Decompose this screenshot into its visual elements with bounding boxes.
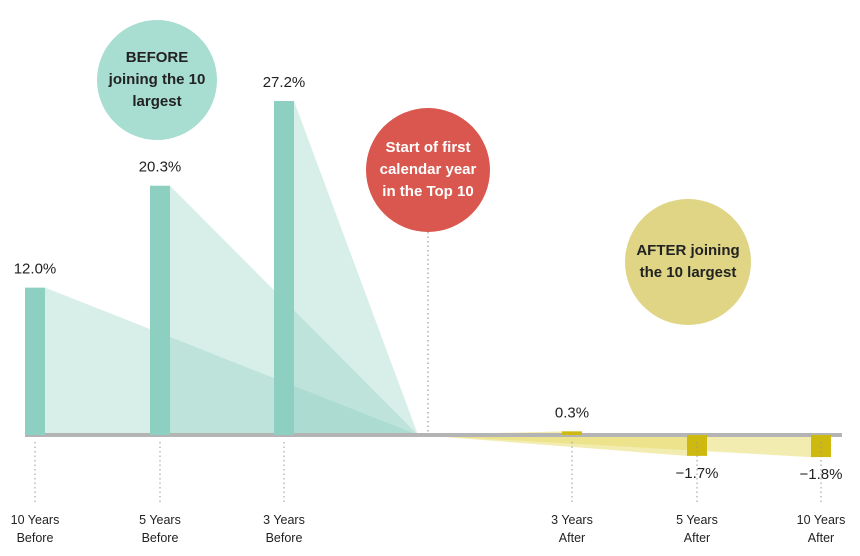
after-circle: [625, 199, 751, 325]
bar: [687, 435, 707, 456]
before-circle: [97, 20, 217, 140]
bar: [150, 185, 170, 435]
trend-shade: [294, 101, 418, 435]
x-tick-label: 5 Years Before: [139, 513, 181, 545]
value-label: 0.3%: [555, 404, 589, 421]
bar: [811, 435, 831, 458]
annotation: Start of first calendar year in the Top …: [379, 139, 477, 200]
x-tick-label: 5 Years After: [676, 513, 718, 545]
value-label: −1.7%: [676, 465, 719, 482]
value-label: 27.2%: [263, 74, 306, 91]
trend-shade: [170, 185, 418, 435]
bar: [274, 101, 294, 435]
x-tick-label: 3 Years Before: [263, 513, 305, 545]
annotation: BEFORE joining the 10 largest: [108, 49, 206, 110]
bar: [562, 431, 582, 435]
trend-shade: [418, 435, 811, 458]
start-circle: [366, 108, 490, 232]
annotation: AFTER joining the 10 largest: [636, 242, 740, 281]
x-tick-label: 10 Years After: [796, 513, 846, 545]
bar: [25, 287, 45, 435]
x-tick-label: 10 Years Before: [10, 513, 60, 545]
value-label: 20.3%: [139, 159, 182, 176]
value-label: 12.0%: [14, 261, 57, 278]
x-tick-label: 3 Years After: [551, 513, 593, 545]
trend-shade: [45, 287, 418, 435]
